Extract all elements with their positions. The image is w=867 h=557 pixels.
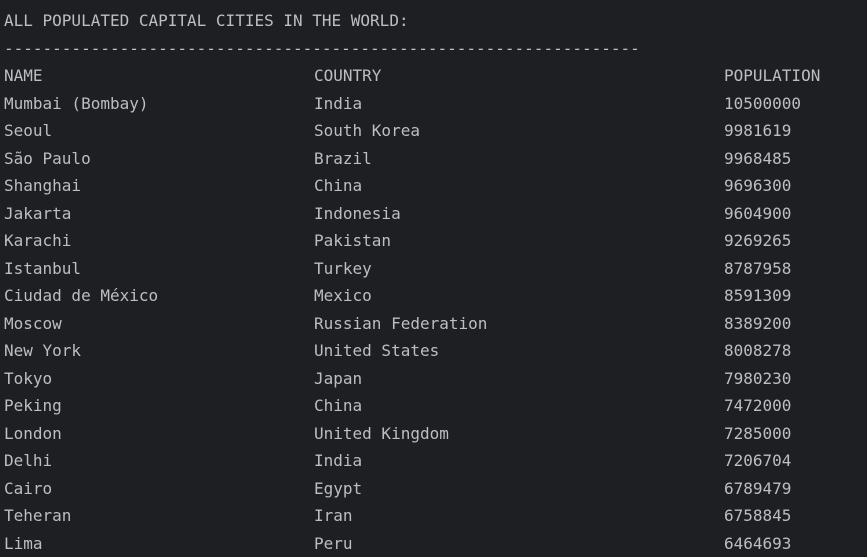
city-country: China: [314, 172, 362, 200]
header-row: NAME COUNTRY POPULATION: [4, 62, 867, 90]
city-row: Delhi India 7206704: [4, 447, 867, 475]
city-country: United States: [314, 337, 439, 365]
city-row: Jakarta Indonesia 9604900: [4, 200, 867, 228]
city-population: 7285000: [724, 420, 791, 448]
city-country: Iran: [314, 502, 353, 530]
city-row: Tokyo Japan 7980230: [4, 365, 867, 393]
city-country: India: [314, 447, 362, 475]
city-row: Mumbai (Bombay) India 10500000: [4, 90, 867, 118]
city-country: Egypt: [314, 475, 362, 503]
city-name: Delhi: [4, 447, 52, 475]
city-name: Moscow: [4, 310, 62, 338]
output-title: ALL POPULATED CAPITAL CITIES IN THE WORL…: [4, 7, 867, 35]
city-country: Indonesia: [314, 200, 401, 228]
header-population: POPULATION: [724, 62, 820, 90]
city-name: New York: [4, 337, 81, 365]
city-row: London United Kingdom 7285000: [4, 420, 867, 448]
city-row: Ciudad de México Mexico 8591309: [4, 282, 867, 310]
city-population: 8787958: [724, 255, 791, 283]
city-country: United Kingdom: [314, 420, 449, 448]
city-name: Mumbai (Bombay): [4, 90, 149, 118]
city-population: 8008278: [724, 337, 791, 365]
city-name: Jakarta: [4, 200, 71, 228]
city-country: Peru: [314, 530, 353, 557]
city-population: 6758845: [724, 502, 791, 530]
city-name: London: [4, 420, 62, 448]
city-population: 10500000: [724, 90, 801, 118]
city-row: Shanghai China 9696300: [4, 172, 867, 200]
city-country: India: [314, 90, 362, 118]
city-row: Cairo Egypt 6789479: [4, 475, 867, 503]
city-name: Karachi: [4, 227, 71, 255]
city-country: South Korea: [314, 117, 420, 145]
city-population: 7206704: [724, 447, 791, 475]
city-country: Japan: [314, 365, 362, 393]
city-row: Istanbul Turkey 8787958: [4, 255, 867, 283]
city-name: Lima: [4, 530, 43, 557]
city-name: Teheran: [4, 502, 71, 530]
header-country: COUNTRY: [314, 62, 381, 90]
city-population: 6789479: [724, 475, 791, 503]
city-row: Teheran Iran 6758845: [4, 502, 867, 530]
city-row: Peking China 7472000: [4, 392, 867, 420]
city-population: 9981619: [724, 117, 791, 145]
city-population: 9968485: [724, 145, 791, 173]
city-row: Karachi Pakistan 9269265: [4, 227, 867, 255]
city-population: 8591309: [724, 282, 791, 310]
city-row: Moscow Russian Federation 8389200: [4, 310, 867, 338]
city-row: Lima Peru 6464693: [4, 530, 867, 557]
city-name: Istanbul: [4, 255, 81, 283]
city-population: 9604900: [724, 200, 791, 228]
city-name: Tokyo: [4, 365, 52, 393]
city-country: China: [314, 392, 362, 420]
city-row: New York United States 8008278: [4, 337, 867, 365]
city-country: Turkey: [314, 255, 372, 283]
city-row: São Paulo Brazil 9968485: [4, 145, 867, 173]
city-country: Mexico: [314, 282, 372, 310]
city-population: 7980230: [724, 365, 791, 393]
city-population: 7472000: [724, 392, 791, 420]
city-name: São Paulo: [4, 145, 91, 173]
city-population: 6464693: [724, 530, 791, 557]
city-name: Peking: [4, 392, 62, 420]
city-country: Russian Federation: [314, 310, 487, 338]
city-row: Seoul South Korea 9981619: [4, 117, 867, 145]
city-country: Pakistan: [314, 227, 391, 255]
city-name: Seoul: [4, 117, 52, 145]
city-name: Ciudad de México: [4, 282, 158, 310]
city-name: Shanghai: [4, 172, 81, 200]
city-population: 9269265: [724, 227, 791, 255]
city-country: Brazil: [314, 145, 372, 173]
city-name: Cairo: [4, 475, 52, 503]
city-population: 8389200: [724, 310, 791, 338]
separator-line: ----------------------------------------…: [4, 35, 867, 63]
header-name: NAME: [4, 62, 43, 90]
city-population: 9696300: [724, 172, 791, 200]
city-list: Mumbai (Bombay) India 10500000 Seoul South K…: [4, 90, 867, 557]
console-output: ALL POPULATED CAPITAL CITIES IN THE WORL…: [4, 7, 867, 557]
